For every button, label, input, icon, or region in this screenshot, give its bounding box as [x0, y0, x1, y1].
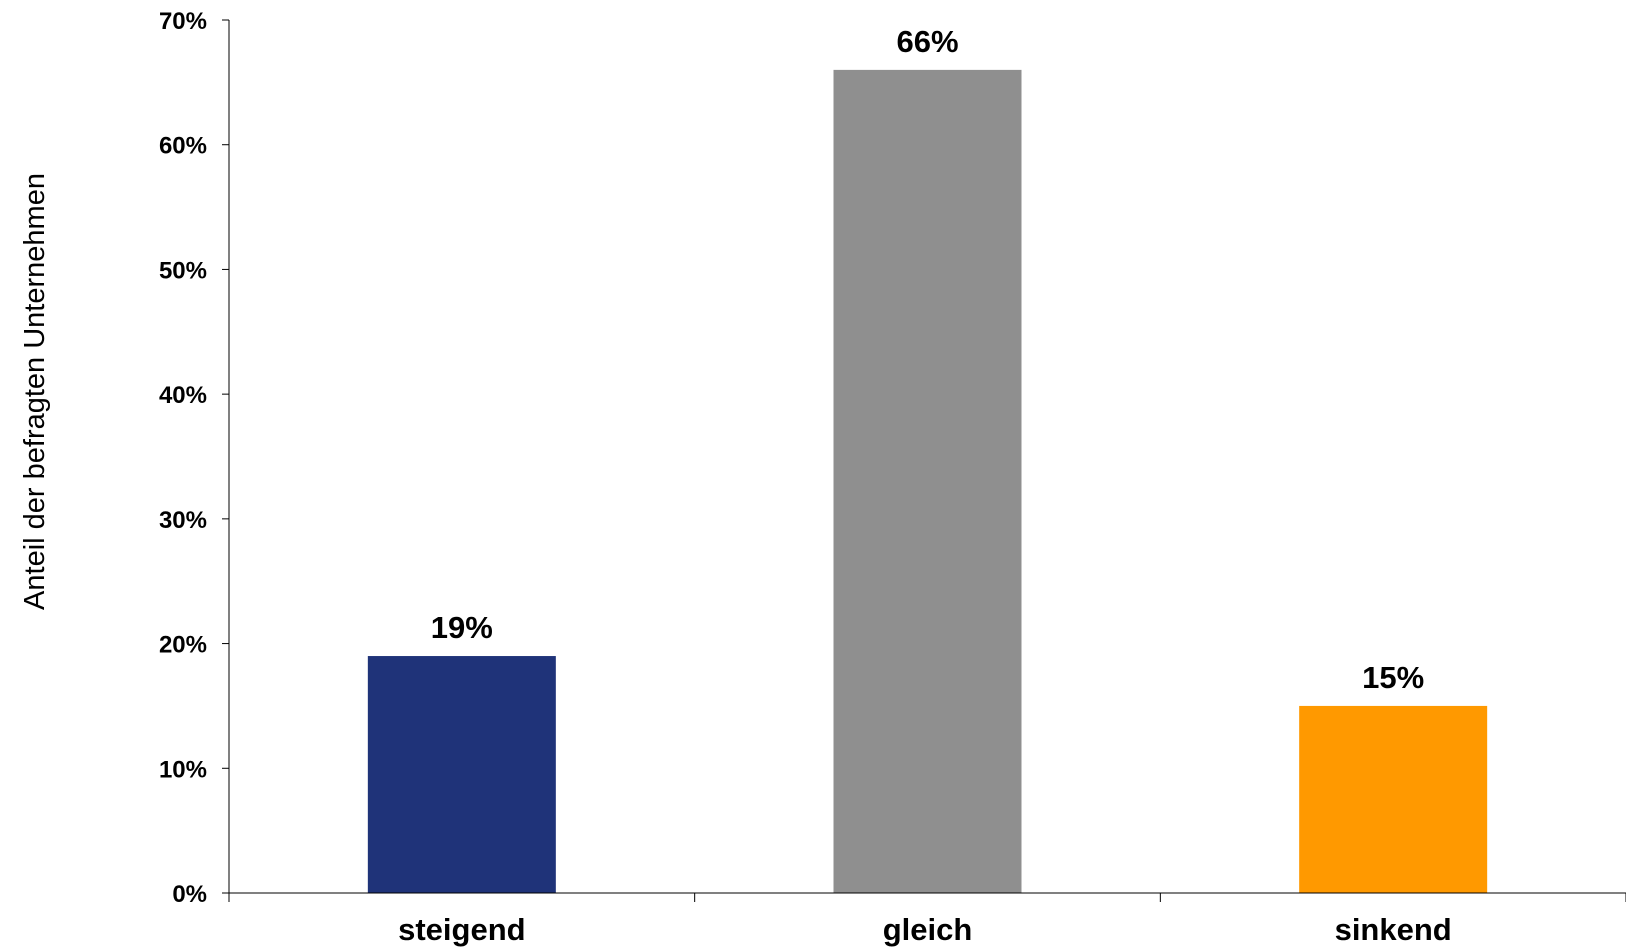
- bar-sinkend: [1299, 705, 1488, 893]
- x-tick-label-sinkend: sinkend: [1335, 912, 1452, 947]
- y-tick-label: 50%: [159, 257, 207, 284]
- y-tick-label: 0%: [172, 881, 207, 908]
- data-label-steigend: 19%: [431, 610, 493, 645]
- y-tick-label: 40%: [159, 382, 207, 409]
- data-label-sinkend: 15%: [1362, 660, 1424, 695]
- y-tick-label: 20%: [159, 632, 207, 659]
- bar-gleich: [833, 69, 1022, 893]
- bars: 19% 66% 15%: [367, 24, 1488, 893]
- y-tick-label: 10%: [159, 756, 207, 783]
- data-label-gleich: 66%: [896, 24, 958, 59]
- y-axis-title: Anteil der befragten Unternehmen: [19, 173, 51, 610]
- y-tick-label: 60%: [159, 133, 207, 160]
- y-axis-ticks: 0% 10% 20% 30% 40% 50% 60% 70%: [159, 8, 229, 908]
- y-tick-label: 70%: [159, 8, 207, 35]
- x-axis: steigend gleich sinkend: [228, 893, 1626, 947]
- x-tick-label-steigend: steigend: [398, 912, 525, 947]
- y-tick-label: 30%: [159, 507, 207, 534]
- x-tick-label-gleich: gleich: [883, 912, 973, 947]
- bar-steigend: [367, 656, 556, 893]
